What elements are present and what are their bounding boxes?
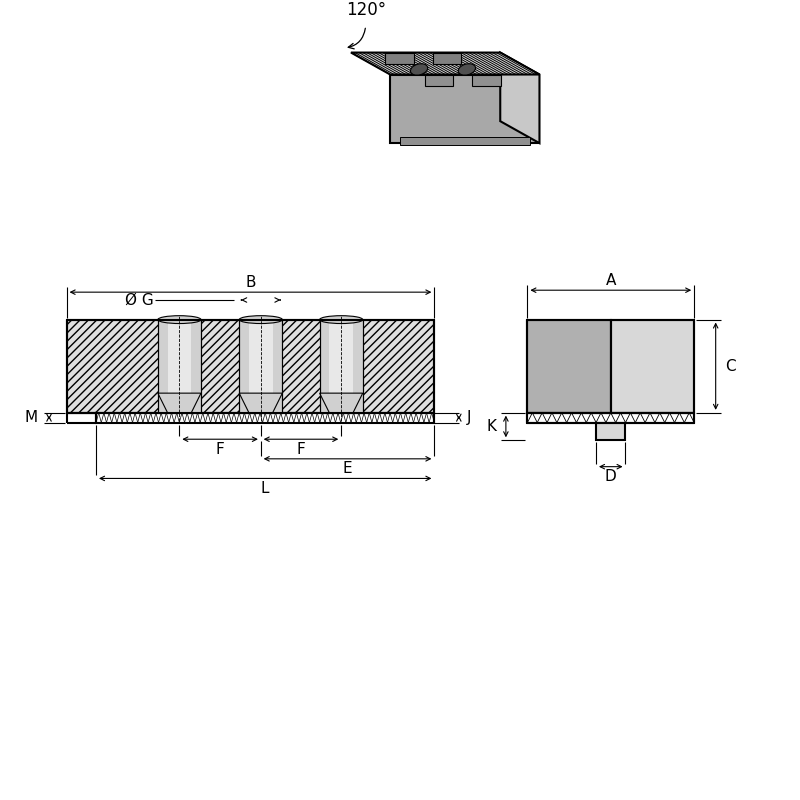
Text: B: B bbox=[246, 275, 256, 290]
Text: M: M bbox=[24, 410, 38, 425]
Ellipse shape bbox=[320, 316, 362, 323]
Text: J: J bbox=[466, 410, 471, 425]
Text: A: A bbox=[606, 273, 616, 288]
Polygon shape bbox=[96, 413, 434, 422]
Polygon shape bbox=[433, 53, 462, 64]
Ellipse shape bbox=[239, 316, 282, 323]
Polygon shape bbox=[610, 320, 694, 413]
Text: E: E bbox=[342, 461, 352, 476]
Polygon shape bbox=[425, 74, 453, 86]
Polygon shape bbox=[239, 320, 282, 413]
Polygon shape bbox=[158, 393, 201, 413]
Ellipse shape bbox=[410, 64, 428, 75]
Ellipse shape bbox=[158, 316, 201, 323]
Polygon shape bbox=[500, 53, 539, 143]
Polygon shape bbox=[320, 320, 362, 413]
Text: 120°: 120° bbox=[346, 1, 386, 18]
Text: F: F bbox=[216, 442, 225, 457]
Polygon shape bbox=[249, 320, 273, 413]
Text: Ø G: Ø G bbox=[126, 293, 154, 307]
Ellipse shape bbox=[458, 64, 475, 75]
Polygon shape bbox=[330, 320, 353, 413]
Text: D: D bbox=[605, 469, 617, 484]
Text: F: F bbox=[297, 442, 306, 457]
Polygon shape bbox=[390, 74, 539, 143]
Polygon shape bbox=[239, 393, 282, 413]
Text: C: C bbox=[726, 358, 736, 374]
Polygon shape bbox=[158, 320, 201, 413]
Polygon shape bbox=[527, 413, 694, 422]
Polygon shape bbox=[400, 138, 530, 145]
Polygon shape bbox=[386, 53, 414, 64]
Text: K: K bbox=[486, 419, 496, 434]
Polygon shape bbox=[167, 320, 191, 413]
Polygon shape bbox=[320, 393, 362, 413]
Polygon shape bbox=[596, 422, 626, 440]
Polygon shape bbox=[472, 74, 501, 86]
Polygon shape bbox=[66, 320, 434, 413]
Text: L: L bbox=[261, 481, 270, 496]
Polygon shape bbox=[351, 53, 539, 74]
Polygon shape bbox=[527, 320, 610, 413]
